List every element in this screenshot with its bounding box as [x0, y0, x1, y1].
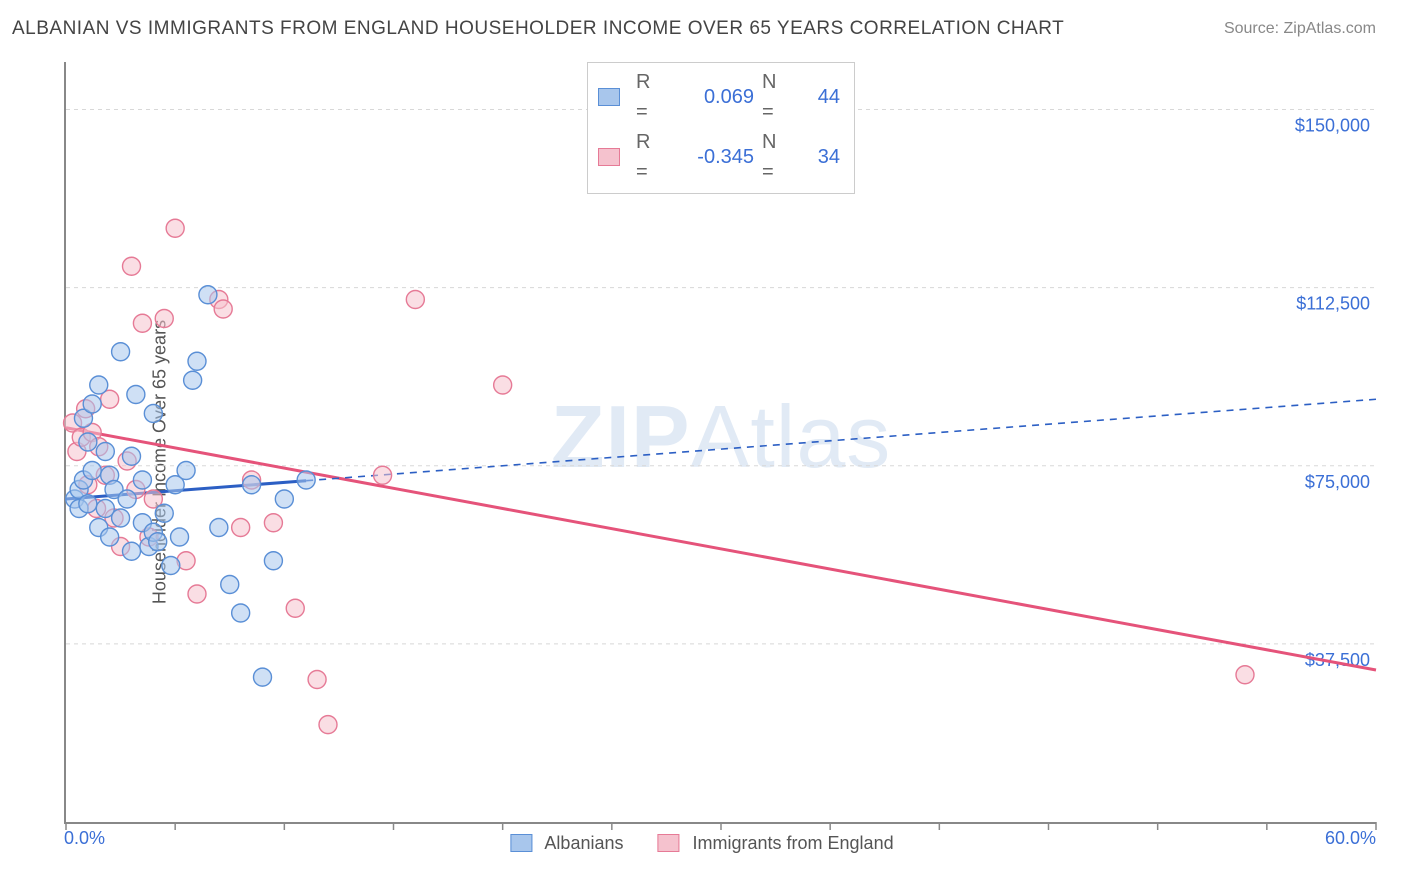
stats-row-pink: R = -0.345 N = 34 — [598, 127, 840, 187]
stats-row-blue: R = 0.069 N = 44 — [598, 67, 840, 127]
series-legend: Albanians Immigrants from England — [510, 833, 893, 854]
chart-title: ALBANIAN VS IMMIGRANTS FROM ENGLAND HOUS… — [12, 18, 1064, 40]
chart-area: Householder Income Over 65 years ZIPAtla… — [18, 52, 1386, 872]
x-min-label: 0.0% — [64, 828, 105, 849]
svg-text:$150,000: $150,000 — [1295, 116, 1370, 136]
legend-item-england: Immigrants from England — [657, 833, 893, 854]
stats-legend: R = 0.069 N = 44 R = -0.345 N = 34 — [587, 62, 855, 194]
swatch-blue — [598, 88, 620, 106]
x-max-label: 60.0% — [1325, 828, 1376, 849]
swatch-pink — [598, 148, 620, 166]
swatch-blue — [510, 834, 532, 852]
swatch-pink — [657, 834, 679, 852]
svg-text:$75,000: $75,000 — [1305, 472, 1370, 492]
legend-item-albanians: Albanians — [510, 833, 623, 854]
source-attribution: Source: ZipAtlas.com — [1224, 20, 1376, 38]
svg-text:$112,500: $112,500 — [1296, 294, 1370, 314]
plot-region: ZIPAtlas R = 0.069 N = 44 R = -0.345 N =… — [64, 62, 1376, 824]
